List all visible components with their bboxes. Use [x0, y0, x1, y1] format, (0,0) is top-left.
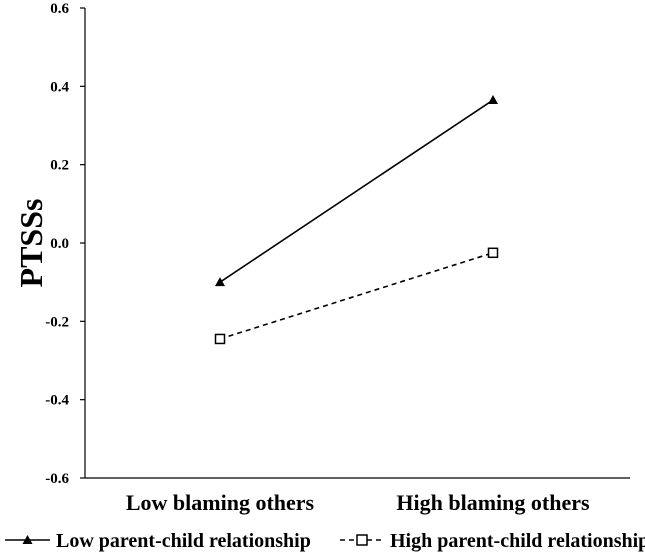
legend-high-square-marker — [356, 534, 368, 546]
legend-high-label: High parent-child relationship — [390, 530, 645, 552]
y-tick-label: 0.4 — [50, 79, 69, 95]
legend-item-high-parent-child: High parent-child relationship — [340, 530, 645, 552]
legend-low-triangle-marker — [22, 535, 33, 544]
x-category-label-high: High blaming others — [396, 490, 590, 515]
series-line-0 — [219, 99, 494, 283]
series-layer — [214, 95, 499, 345]
series-0-point-1 — [488, 95, 498, 105]
y-tick-label: -0.2 — [45, 314, 69, 330]
legend-item-low-parent-child: Low parent-child relationship — [5, 530, 311, 552]
series-0-point-0 — [215, 277, 225, 287]
series-1-point-0 — [214, 333, 226, 345]
legend: Low parent-child relationship High paren… — [5, 530, 645, 552]
y-tick-label: -0.6 — [45, 471, 69, 487]
x-category-label-low: Low blaming others — [126, 490, 315, 515]
series-line-1 — [219, 252, 494, 340]
y-tick-label: 0.6 — [50, 1, 69, 17]
y-tick-label: 0.0 — [50, 236, 69, 252]
legend-low-label: Low parent-child relationship — [56, 530, 311, 552]
y-axis-title: PTSSs — [13, 199, 49, 288]
y-tick-label: -0.4 — [45, 393, 69, 409]
series-1-point-1 — [487, 247, 499, 259]
y-tick-label: 0.2 — [50, 158, 69, 174]
y-ticks: 0.6 0.4 0.2 0.0 -0.2 -0.4 -0.6 — [45, 1, 85, 487]
